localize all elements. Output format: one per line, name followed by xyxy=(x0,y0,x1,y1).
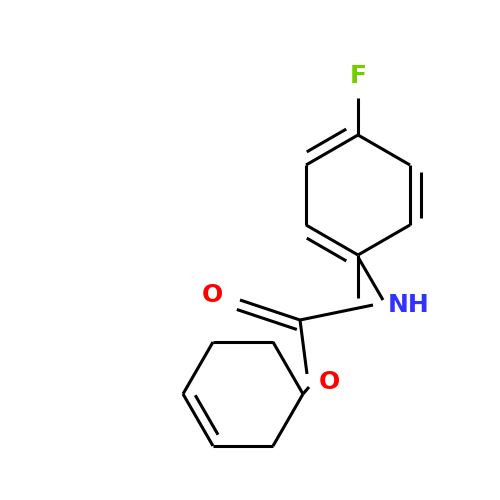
Text: O: O xyxy=(319,370,340,394)
Text: NH: NH xyxy=(388,293,430,317)
Text: O: O xyxy=(202,283,223,307)
Text: F: F xyxy=(350,64,366,88)
